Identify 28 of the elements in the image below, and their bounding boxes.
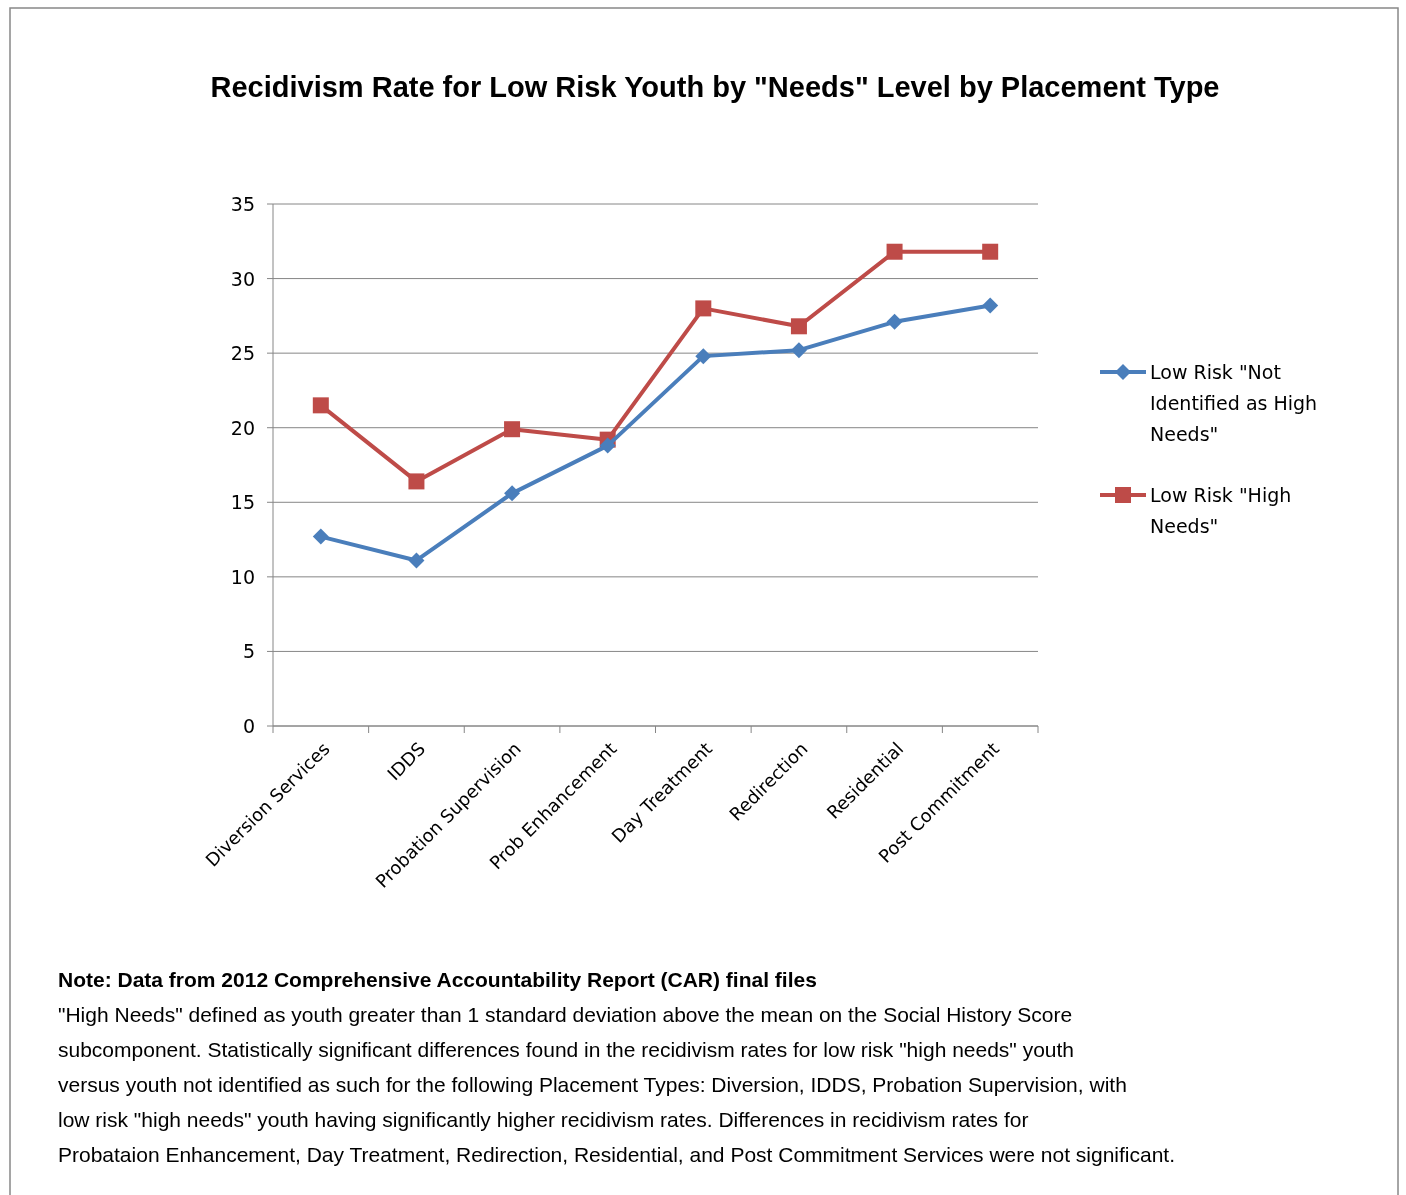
point — [695, 348, 712, 365]
point — [504, 421, 521, 438]
point — [886, 243, 903, 260]
legend-label: Low Risk "High Needs" — [1150, 484, 1292, 537]
point — [790, 318, 807, 335]
point — [982, 297, 999, 314]
point — [408, 473, 425, 490]
y-tick-label: 25 — [230, 342, 255, 365]
text: "High Needs" defined as youth greater than 1 standard deviation above the mean on the Social History Score subcomponent. Statistically significant differences found in the recidivism rates for low risk "high needs" youth versus youth not identified as such for the following Placement Types: Diversion, IDDS, Probation Supervision, with low risk "high needs" youth having significantly higher recidivism rates. Differences in recidivism rates for Probataion Enhancement, Day Treatment, Redirection, Residential, and Post Commitment Services were not significant. — [58, 1003, 1176, 1166]
point — [599, 437, 616, 454]
y-tick-label: 35 — [230, 193, 255, 215]
point — [312, 397, 329, 414]
point — [504, 485, 521, 502]
legend-label: Low Risk "Not Identified as High Needs" — [1150, 361, 1318, 445]
point — [886, 313, 903, 330]
text: Note: Data from 2012 Comprehensive Accountability Report (CAR) final files — [58, 968, 817, 991]
point — [312, 528, 329, 545]
y-tick-label: 5 — [242, 640, 255, 663]
y-tick-label: 30 — [230, 267, 255, 290]
point — [695, 300, 712, 317]
point — [790, 342, 807, 359]
point — [982, 243, 999, 260]
y-tick-label: 0 — [242, 715, 255, 737]
point — [408, 552, 425, 569]
y-tick-label: 20 — [230, 416, 255, 439]
chart-title: Recidivism Rate for Low Risk Youth by "Needs" Level by Placement Type — [210, 71, 1220, 103]
y-tick-label: 10 — [230, 565, 255, 588]
y-tick-label: 15 — [230, 491, 255, 514]
